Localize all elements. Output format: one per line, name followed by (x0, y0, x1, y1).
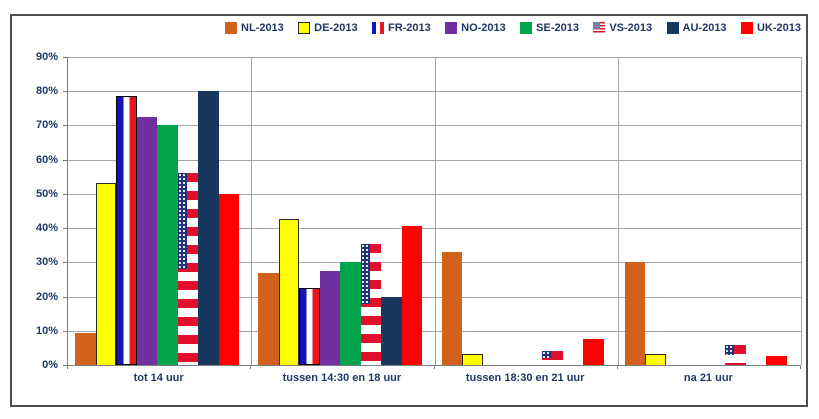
legend-swatch-icon (298, 22, 311, 34)
gridline (68, 91, 801, 92)
legend: NL-2013 DE-2013 FR-2013 NO-2013 SE-2013 VS-20… (225, 22, 801, 34)
y-axis-tick (63, 160, 67, 161)
bar-NL-2013-cat4 (624, 262, 646, 365)
category-separator-line (618, 57, 619, 365)
category-label: na 21 uur (683, 372, 733, 384)
bar-group-1 (68, 57, 251, 365)
legend-label: AU-2013 (682, 22, 727, 34)
bar-NO-2013-cat2 (319, 270, 341, 365)
bar-FR-2013-cat1 (116, 96, 137, 365)
legend-label: FR-2013 (387, 22, 431, 34)
legend-item-AU-2013: AU-2013 (666, 22, 727, 34)
plot-area (67, 57, 802, 366)
y-tick-label: 50% (35, 188, 58, 200)
category-label: tot 14 uur (133, 372, 184, 384)
x-axis-tick (434, 365, 435, 369)
legend-item-FR-2013: FR-2013 (371, 22, 431, 34)
y-axis-tick (63, 125, 67, 126)
gridline (68, 57, 801, 58)
bar-VS-2013-cat2 (360, 243, 382, 365)
legend-label: VS-2013 (609, 22, 653, 34)
legend-swatch-icon (666, 22, 679, 34)
y-tick-label: 10% (35, 325, 58, 337)
y-tick-label: 60% (35, 154, 58, 166)
legend-label: NO-2013 (461, 22, 506, 34)
gridline (68, 262, 801, 263)
category-label: tussen 18:30 en 21 uur (465, 372, 585, 384)
legend-label: UK-2013 (756, 22, 801, 34)
legend-label: DE-2013 (314, 22, 358, 34)
bar-UK-2013-cat2 (401, 226, 423, 365)
legend-label: NL-2013 (241, 22, 284, 34)
gridline (68, 331, 801, 332)
legend-item-NO-2013: NO-2013 (445, 22, 506, 34)
category-label: tussen 14:30 en 18 uur (282, 372, 402, 384)
legend-item-DE-2013: DE-2013 (298, 22, 358, 34)
y-axis-tick (63, 297, 67, 298)
bar-VS-2013-cat1 (177, 173, 198, 365)
bar-AU-2013-cat1 (198, 91, 219, 365)
legend-swatch-icon (593, 22, 606, 34)
y-tick-label: 80% (35, 85, 58, 97)
y-axis-tick (63, 228, 67, 229)
x-axis-tick (617, 365, 618, 369)
bar-VS-2013-cat3 (542, 351, 563, 365)
bar-NL-2013-cat3 (441, 252, 462, 365)
x-axis-tick (800, 365, 801, 369)
bar-UK-2013-cat3 (583, 339, 604, 365)
legend-swatch-icon (520, 22, 533, 34)
y-axis-tick (63, 194, 67, 195)
x-axis-tick (67, 365, 68, 369)
category-separator-line (435, 57, 436, 365)
gridline (68, 125, 801, 126)
bar-group-4 (618, 57, 801, 365)
legend-item-NL-2013: NL-2013 (225, 22, 284, 34)
legend-item-VS-2013: VS-2013 (593, 22, 652, 34)
y-axis-tick (63, 262, 67, 263)
legend-item-SE-2013: SE-2013 (520, 22, 579, 34)
bar-DE-2013-cat4 (645, 353, 666, 365)
gridline (68, 194, 801, 195)
legend-label: SE-2013 (536, 22, 579, 34)
y-tick-label: 30% (35, 256, 58, 268)
y-tick-label: 20% (35, 291, 58, 303)
bar-SE-2013-cat1 (157, 125, 178, 365)
bar-group-3 (435, 57, 618, 365)
y-axis-tick (63, 365, 67, 366)
y-axis-tick (63, 57, 67, 58)
gridline (68, 228, 801, 229)
legend-item-UK-2013: UK-2013 (740, 22, 801, 34)
y-axis-tick (63, 91, 67, 92)
gridline (68, 160, 801, 161)
bar-UK-2013-cat4 (766, 356, 787, 365)
bar-DE-2013-cat1 (95, 182, 116, 365)
y-tick-label: 70% (35, 119, 58, 131)
bar-VS-2013-cat4 (725, 344, 746, 365)
y-tick-label: 0% (42, 359, 58, 371)
legend-swatch-icon (371, 22, 384, 34)
legend-swatch-icon (740, 22, 753, 34)
bar-NO-2013-cat1 (136, 116, 157, 365)
x-axis-tick (250, 365, 251, 369)
bar-group-2 (251, 57, 434, 365)
y-tick-label: 90% (35, 51, 58, 63)
bar-SE-2013-cat2 (340, 262, 361, 365)
legend-swatch-icon (225, 22, 237, 34)
gridline (68, 297, 801, 298)
chart-frame: NL-2013 DE-2013 FR-2013 NO-2013 SE-2013 VS-20… (10, 14, 808, 407)
legend-swatch-icon (445, 22, 458, 34)
category-separator-line (251, 57, 252, 365)
bar-DE-2013-cat2 (278, 218, 300, 365)
bar-NL-2013-cat2 (258, 272, 279, 365)
bar-UK-2013-cat1 (218, 193, 239, 365)
bar-DE-2013-cat3 (462, 353, 483, 365)
y-tick-label: 40% (35, 222, 58, 234)
bar-NL-2013-cat1 (75, 332, 96, 365)
bar-AU-2013-cat2 (381, 296, 402, 365)
y-axis-tick (63, 331, 67, 332)
bar-FR-2013-cat2 (299, 287, 320, 365)
